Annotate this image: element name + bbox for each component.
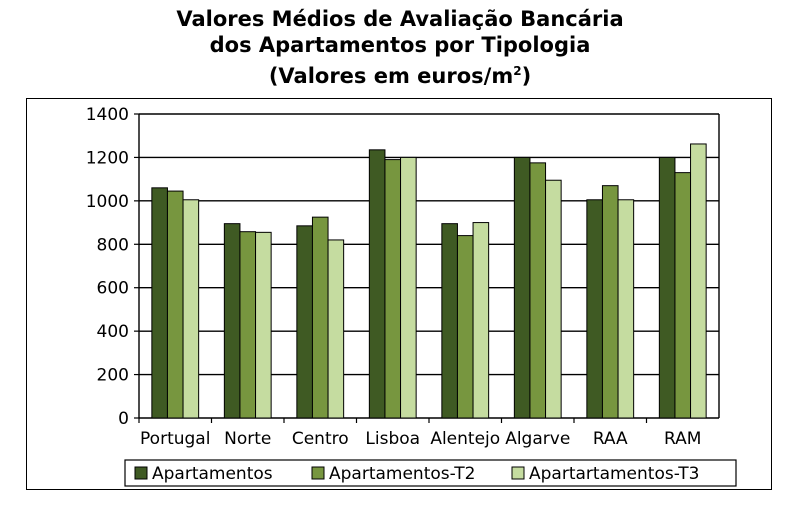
y-tick-label: 400 bbox=[97, 322, 129, 342]
bar-raa-2 bbox=[601, 185, 619, 419]
bar-lisboa-1 bbox=[368, 149, 386, 419]
bar-algarve-2 bbox=[529, 162, 547, 419]
y-tick-label: 200 bbox=[97, 366, 129, 386]
bar-portugal-3 bbox=[182, 199, 200, 419]
legend-box bbox=[124, 459, 737, 487]
bar-algarve-3 bbox=[545, 179, 562, 419]
legend-swatch-3 bbox=[511, 466, 525, 480]
legend-label-2: Apartamentos-T2 bbox=[329, 464, 475, 484]
y-tick-label: 1200 bbox=[86, 148, 129, 168]
bar-alentejo-2 bbox=[456, 235, 474, 419]
bar-portugal-2 bbox=[166, 190, 184, 419]
chart-frame bbox=[26, 98, 772, 490]
x-tick-label: Alentejo bbox=[430, 429, 500, 449]
legend-swatch-2 bbox=[311, 466, 325, 480]
y-tick-label: 800 bbox=[97, 235, 129, 255]
bar-ram-2 bbox=[674, 172, 692, 419]
bar-portugal-1 bbox=[151, 187, 168, 419]
chart-title: Valores Médios de Avaliação Bancária dos… bbox=[0, 6, 800, 89]
bar-ram-1 bbox=[658, 156, 676, 419]
x-tick-label: Centro bbox=[292, 429, 349, 449]
y-tick-label: 600 bbox=[97, 279, 129, 299]
x-tick-label: Algarve bbox=[505, 429, 570, 449]
title-line-3-close: ) bbox=[521, 64, 532, 88]
legend-swatch-1 bbox=[134, 466, 148, 480]
title-line-1: Valores Médios de Avaliação Bancária bbox=[176, 7, 624, 31]
bar-lisboa-2 bbox=[384, 159, 402, 419]
title-line-3-text: (Valores em euros/m bbox=[268, 64, 514, 88]
bar-centro-1 bbox=[296, 225, 313, 419]
bar-centro-3 bbox=[327, 239, 345, 419]
bar-algarve-1 bbox=[513, 156, 531, 419]
y-tick-label: 1400 bbox=[86, 105, 129, 125]
bar-norte-2 bbox=[239, 231, 257, 419]
title-line-3: (Valores em euros/m2) bbox=[0, 58, 800, 89]
x-tick-label: RAA bbox=[593, 429, 628, 449]
bar-raa-1 bbox=[586, 199, 603, 419]
bar-raa-3 bbox=[617, 199, 635, 419]
y-tick-label: 1000 bbox=[86, 192, 129, 212]
x-tick-label: RAM bbox=[664, 429, 701, 449]
bar-lisboa-3 bbox=[400, 156, 417, 419]
bar-ram-3 bbox=[690, 143, 707, 419]
bar-norte-3 bbox=[255, 231, 272, 419]
bar-centro-2 bbox=[311, 216, 329, 419]
x-tick-label: Lisboa bbox=[365, 429, 420, 449]
y-tick-label: 0 bbox=[118, 409, 129, 429]
bar-norte-1 bbox=[223, 223, 241, 419]
x-tick-label: Portugal bbox=[140, 429, 210, 449]
bar-alentejo-1 bbox=[441, 223, 458, 419]
bar-alentejo-3 bbox=[472, 222, 490, 419]
x-tick-label: Norte bbox=[224, 429, 271, 449]
legend-label-1: Apartamentos bbox=[152, 464, 273, 484]
title-superscript: 2 bbox=[513, 64, 522, 78]
title-line-2: dos Apartamentos por Tipologia bbox=[209, 33, 591, 57]
legend-label-3: Apartartamentos-T3 bbox=[529, 464, 699, 484]
